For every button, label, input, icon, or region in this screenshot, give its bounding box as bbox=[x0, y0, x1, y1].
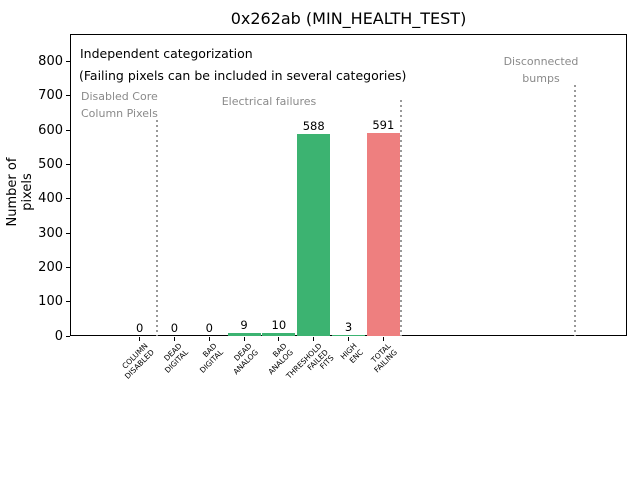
x-tick-mark bbox=[382, 337, 384, 341]
x-tick-mark bbox=[243, 337, 245, 341]
chart-annotation: Independent categorization bbox=[80, 46, 253, 61]
bar-value-label: 588 bbox=[302, 119, 325, 134]
y-tick-label: 0 bbox=[54, 328, 63, 344]
chart-title: 0x262ab (MIN_HEALTH_TEST) bbox=[230, 9, 467, 28]
chart-annotation: Electrical failures bbox=[221, 95, 317, 108]
bar-value-label: 0 bbox=[205, 321, 213, 335]
section-separator bbox=[573, 85, 576, 336]
x-tick-mark bbox=[313, 337, 315, 341]
y-tick-label: 200 bbox=[38, 259, 63, 275]
y-tick-mark bbox=[66, 60, 70, 62]
y-tick-label: 800 bbox=[38, 53, 63, 69]
bar-value-label: 0 bbox=[170, 321, 179, 335]
bar bbox=[297, 134, 331, 336]
bar-value-label: 9 bbox=[240, 317, 248, 332]
chart-annotation: Disabled Core Column Pixels bbox=[81, 90, 158, 121]
bar-value-label: 3 bbox=[344, 319, 353, 334]
y-tick-mark bbox=[66, 266, 70, 268]
bar bbox=[366, 133, 400, 336]
section-separator bbox=[156, 120, 159, 336]
y-tick-label: 500 bbox=[38, 156, 63, 172]
y-tick-mark bbox=[66, 198, 70, 200]
y-tick-label: 300 bbox=[38, 225, 63, 241]
x-tick-mark bbox=[139, 337, 141, 341]
plot-area bbox=[70, 34, 627, 336]
chart-annotation: (Failing pixels can be included in sever… bbox=[79, 68, 407, 83]
bar bbox=[262, 332, 296, 336]
section-separator bbox=[399, 100, 402, 336]
y-tick-label: 700 bbox=[38, 88, 63, 104]
bar bbox=[332, 334, 365, 336]
x-tick-mark bbox=[173, 337, 175, 341]
bar-value-label: 10 bbox=[271, 317, 287, 332]
bar-value-label: 0 bbox=[135, 321, 144, 335]
x-tick-mark bbox=[348, 337, 349, 341]
y-tick-mark bbox=[66, 335, 70, 337]
y-tick-label: 400 bbox=[38, 191, 63, 207]
y-tick-label: 600 bbox=[38, 122, 63, 138]
x-tick-mark bbox=[278, 337, 280, 341]
bar bbox=[227, 332, 261, 336]
y-tick-label: 100 bbox=[38, 294, 63, 310]
chart-annotation: Disconnected bumps bbox=[503, 55, 579, 86]
y-tick-mark bbox=[66, 232, 70, 234]
y-tick-mark bbox=[66, 163, 70, 165]
x-tick-mark bbox=[208, 337, 210, 341]
y-tick-mark bbox=[66, 95, 70, 97]
y-tick-mark bbox=[66, 129, 70, 131]
bar-value-label: 591 bbox=[372, 118, 395, 133]
y-tick-mark bbox=[66, 301, 70, 303]
